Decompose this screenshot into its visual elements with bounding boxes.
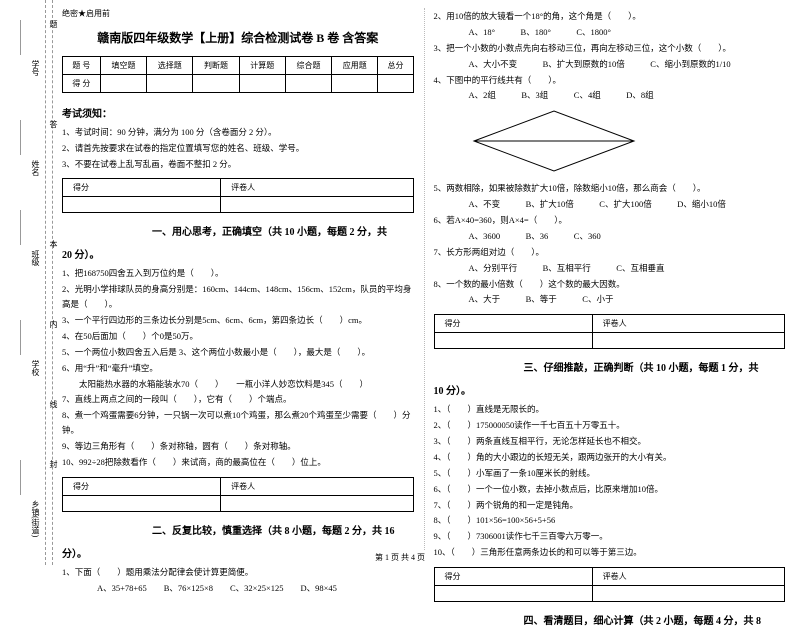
question-item: 6、（ ）一个一位小数，去掉小数点后，比原来增加10倍。: [434, 482, 786, 497]
exam-title: 赣南版四年级数学【上册】综合检测试卷 B 卷 含答案: [62, 29, 414, 46]
margin-field-label: 姓名: [30, 160, 41, 176]
grade-mini-table: 得分评卷人: [62, 178, 414, 213]
question-item: 2、用10倍的放大镜看一个18°的角，这个角是（ ）。: [434, 9, 786, 24]
notice-item: 3、不要在试卷上乱写乱画，卷面不整扣 2 分。: [62, 156, 414, 172]
question-item: 7、（ ）两个锐角的和一定是钝角。: [434, 498, 786, 513]
question-item: 9、（ ）7306001读作七千三百零六万零一。: [434, 529, 786, 544]
margin-field-label: 学校: [30, 360, 41, 376]
judge-questions: 1、（ ）直线是无限长的。 2、（ ）175000050读作一千七百五十万零五十…: [434, 401, 786, 561]
question-item: 2、（ ）175000050读作一千七百五十万零五十。: [434, 418, 786, 433]
section-3-title-b: 10 分）。: [434, 382, 786, 397]
section-1-title: 一、用心思考，正确填空（共 10 小题，每题 2 分，共: [62, 223, 414, 238]
question-item: 5、两数相除，如果被除数扩大10倍，除数缩小10倍，那么商会（ ）。: [434, 181, 786, 196]
question-options: A、大于 B、等于 C、小于: [434, 292, 786, 307]
binding-margin: 学号姓名班级学校乡镇(街道) 题答本内线封: [0, 0, 58, 565]
question-item: 3、（ ）两条直线互相平行，无论怎样延长也不相交。: [434, 434, 786, 449]
secret-label: 绝密★启用前: [62, 8, 414, 19]
fill-questions: 1、把168750四舍五入到万位约是（ ）。 2、光明小学排球队员的身高分别是：…: [62, 265, 414, 470]
dashed-line-1: [45, 0, 46, 565]
section-2-title: 二、反复比较，慎重选择（共 8 小题，每题 2 分，共 16: [62, 522, 414, 537]
dashed-line-2: [52, 0, 53, 565]
question-item: 太阳能热水器的水箱能装水70（ ） 一瓶小洋人妙恋饮料是345（ ）: [62, 377, 414, 392]
question-item: 7、直线上两点之间的一段叫（ ），它有（ ）个端点。: [62, 392, 414, 407]
question-options: A、3600 B、36 C、360: [434, 229, 786, 244]
question-item: 5、（ ）小军画了一条10厘米长的射线。: [434, 466, 786, 481]
margin-side-label: 答: [48, 120, 59, 128]
question-item: 10、992÷28把除数看作（ ）来试商，商的最高位在（ ）位上。: [62, 455, 414, 470]
grade-mini-table: 得分评卷人: [434, 567, 786, 602]
left-column: 绝密★启用前 赣南版四年级数学【上册】综合检测试卷 B 卷 含答案 题 号 填空…: [62, 8, 414, 550]
choice-questions: 2、用10倍的放大镜看一个18°的角，这个角是（ ）。 A、18° B、180°…: [434, 8, 786, 104]
question-item: 8、（ ）101×56=100×56+5+56: [434, 513, 786, 528]
grade-mini-table: 得分评卷人: [434, 314, 786, 349]
page-content: 绝密★启用前 赣南版四年级数学【上册】综合检测试卷 B 卷 含答案 题 号 填空…: [62, 8, 785, 550]
question-options: A、2组 B、3组 C、4组 D、8组: [434, 88, 786, 103]
question-item: 6、若A×40=360，则A×4=（ ）。: [434, 213, 786, 228]
question-item: 8、一个数的最小倍数（ ）这个数的最大因数。: [434, 277, 786, 292]
question-options: A、18° B、180° C、1800°: [434, 25, 786, 40]
section-3-title: 三、仔细推敲，正确判断（共 10 小题，每题 1 分，共: [434, 359, 786, 374]
question-item: 9、等边三角形有（ ）条对称轴，圆有（ ）条对称轴。: [62, 439, 414, 454]
question-options: A、不变 B、扩大10倍 C、扩大100倍 D、缩小10倍: [434, 197, 786, 212]
choice-questions-2: 5、两数相除，如果被除数扩大10倍，除数缩小10倍，那么商会（ ）。 A、不变 …: [434, 180, 786, 308]
question-item: 1、下面（ ）题用乘法分配律会使计算更简便。: [62, 565, 414, 580]
notice-item: 2、请首先按要求在试卷的指定位置填写您的姓名、班级、学号。: [62, 140, 414, 156]
question-item: 5、一个两位小数四舍五入后是 3、这个两位小数最小是（ ），最大是（ ）。: [62, 345, 414, 360]
question-item: 7、长方形两组对边（ ）。: [434, 245, 786, 260]
question-item: 3、一个平行四边形的三条边长分别是5cm、6cm、6cm，第四条边长（ ）cm。: [62, 313, 414, 328]
question-item: 2、光明小学排球队员的身高分别是：160cm、144cm、148cm、156cm…: [62, 282, 414, 312]
right-column: 2、用10倍的放大镜看一个18°的角，这个角是（ ）。 A、18° B、180°…: [434, 8, 786, 550]
question-options: A、35+78+65 B、76×125×8 C、32×25×125 D、98×4…: [62, 581, 414, 596]
page-footer: 第 1 页 共 4 页: [0, 552, 800, 563]
notice-list: 1、考试时间：90 分钟，满分为 100 分（含卷面分 2 分）。 2、请首先按…: [62, 124, 414, 172]
question-item: 6、用“升”和“毫升”填空。: [62, 361, 414, 376]
question-item: 4、下图中的平行线共有（ ）。: [434, 73, 786, 88]
table-row: 得 分: [63, 75, 414, 93]
notice-item: 1、考试时间：90 分钟，满分为 100 分（含卷面分 2 分）。: [62, 124, 414, 140]
margin-field-label: 乡镇(街道): [30, 500, 41, 537]
column-divider: [424, 8, 425, 550]
margin-side-label: 封: [48, 460, 59, 468]
score-table: 题 号 填空题 选择题 判断题 计算题 综合题 应用题 总分 得 分: [62, 56, 414, 93]
question-item: 3、把一个小数的小数点先向右移动三位，再向左移动三位，这个小数（ ）。: [434, 41, 786, 56]
grade-mini-table: 得分评卷人: [62, 477, 414, 512]
parallelogram-diagram: [454, 106, 786, 178]
question-options: A、大小不变 B、扩大到原数的10倍 C、缩小到原数的1/10: [434, 57, 786, 72]
margin-side-label: 本: [48, 240, 59, 248]
question-item: 4、在50后面加（ ）个0是50万。: [62, 329, 414, 344]
notice-heading: 考试须知：: [62, 105, 414, 120]
margin-field-label: 学号: [30, 60, 41, 76]
question-item: 8、煮一个鸡蛋需要6分钟，一只锅一次可以煮10个鸡蛋，那么煮20个鸡蛋至少需要（…: [62, 408, 414, 438]
question-item: 1、把168750四舍五入到万位约是（ ）。: [62, 266, 414, 281]
choice-q1: 1、下面（ ）题用乘法分配律会使计算更简便。 A、35+78+65 B、76×1…: [62, 564, 414, 597]
margin-field-label: 班级: [30, 250, 41, 266]
question-options: A、分别平行 B、互相平行 C、互相垂直: [434, 261, 786, 276]
question-item: 1、（ ）直线是无限长的。: [434, 402, 786, 417]
table-row: 题 号 填空题 选择题 判断题 计算题 综合题 应用题 总分: [63, 57, 414, 75]
question-item: 4、（ ）角的大小跟边的长短无关，跟两边张开的大小有关。: [434, 450, 786, 465]
margin-side-label: 题: [48, 20, 59, 28]
section-1-title-b: 20 分）。: [62, 246, 414, 261]
section-4-title: 四、看清题目，细心计算（共 2 小题，每题 4 分，共 8: [434, 612, 786, 627]
margin-side-label: 内: [48, 320, 59, 328]
margin-side-label: 线: [48, 400, 59, 408]
